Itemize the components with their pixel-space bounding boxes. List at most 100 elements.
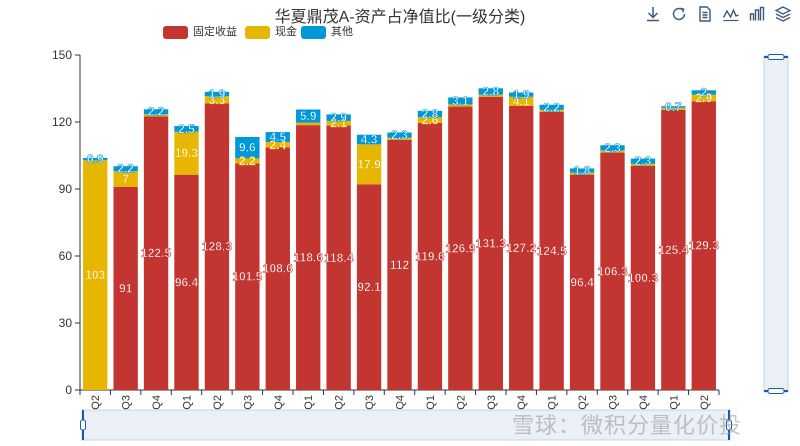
bar-fixed-income — [448, 106, 473, 390]
zoom-top-grip[interactable] — [767, 54, 785, 60]
bar-fixed-income — [600, 152, 625, 390]
bar-cash — [83, 159, 108, 390]
bar-cash — [600, 150, 625, 153]
data-label-other: 2.8 — [422, 107, 439, 121]
data-label-fixed-income: 92.1 — [357, 280, 381, 294]
bar-cash — [235, 158, 260, 164]
data-label-other: 9.6 — [239, 141, 256, 155]
data-label-other: 2.3 — [635, 154, 652, 168]
data-label-fixed-income: 119.6 — [415, 249, 445, 263]
bar-fixed-income — [326, 125, 351, 390]
bar-cash — [539, 109, 564, 112]
data-label-other: 4.3 — [361, 133, 378, 147]
legend-swatch-other — [301, 26, 326, 39]
data-label-other: 1.9 — [209, 87, 226, 101]
data-label-other: 3.1 — [452, 94, 469, 108]
bar-fixed-income — [356, 184, 382, 390]
data-label-fixed-income: 100.3 — [628, 271, 658, 285]
line-chart-icon[interactable] — [722, 5, 740, 23]
data-label-other: 1.8 — [574, 163, 591, 177]
data-label-other: 1.9 — [513, 88, 530, 102]
bar-other — [326, 114, 351, 121]
data-label-cash: 2.2 — [239, 154, 256, 168]
bar-other — [356, 134, 382, 145]
zoom-left-grip[interactable] — [80, 419, 86, 431]
zoom-track — [763, 55, 789, 393]
bar-cash — [296, 122, 321, 126]
bar-other — [143, 109, 169, 115]
bar-cash — [143, 114, 169, 117]
data-label-other: 2.2 — [117, 162, 134, 176]
y-tick-label: 60 — [59, 249, 73, 263]
data-label-other: 4.5 — [269, 130, 286, 144]
bar-other — [630, 158, 656, 164]
y-tick-label: 120 — [52, 115, 72, 129]
bar-fixed-income — [387, 139, 412, 390]
data-label-fixed-income: 96.4 — [570, 275, 594, 289]
bar-other — [417, 110, 443, 118]
legend-label-fixed-income: 固定收益 — [193, 26, 237, 38]
data-label-fixed-income: 118.6 — [294, 251, 324, 265]
bar-other — [691, 90, 716, 95]
bar-cash — [569, 172, 595, 175]
data-label-other: 0.7 — [665, 100, 682, 114]
watermark: 雪球：微积分量化价投 — [512, 413, 743, 438]
bar-cash — [204, 96, 230, 104]
data-label-cash: 3.3 — [209, 93, 226, 107]
data-label-other: 2 — [700, 86, 707, 100]
data-label-other: 0.9 — [87, 152, 104, 166]
y-tick-label: 150 — [52, 48, 72, 62]
zoom-bottom-grip[interactable] — [767, 388, 785, 394]
data-label-cash: 2.1 — [330, 116, 347, 130]
legend-swatch-fixed-income — [163, 26, 188, 39]
vertical-data-zoom[interactable] — [754, 50, 790, 398]
zoom-right-grip[interactable] — [726, 419, 732, 431]
data-label-fixed-income: 101.5 — [232, 270, 262, 284]
bar-fixed-income — [691, 101, 716, 390]
data-label-other: 2.8 — [482, 84, 499, 98]
horizontal-data-zoom[interactable] — [80, 407, 732, 443]
data-label-fixed-income: 128.3 — [202, 240, 232, 254]
legend-item-other[interactable]: 其他 — [301, 25, 363, 39]
bar-cash — [691, 94, 716, 102]
data-label-other: 5.9 — [300, 109, 317, 123]
data-label-fixed-income: 124.5 — [537, 244, 567, 258]
bar-cash — [113, 171, 138, 187]
download-icon[interactable] — [644, 5, 662, 23]
bar-other — [83, 157, 108, 160]
bar-other — [448, 97, 473, 105]
bar-other — [539, 104, 564, 110]
stack-icon[interactable] — [774, 5, 792, 23]
data-label-fixed-income: 106.3 — [597, 264, 627, 278]
bar-fixed-income — [569, 174, 595, 390]
data-label-fixed-income: 131.3 — [476, 236, 506, 250]
legend-label-cash: 现金 — [275, 26, 297, 38]
data-label-fixed-income: 129.3 — [689, 239, 719, 253]
bar-fixed-income — [265, 147, 290, 390]
bar-fixed-income — [509, 105, 534, 391]
bar-other — [174, 126, 199, 132]
bar-cash — [448, 104, 473, 107]
bar-fixed-income — [630, 165, 656, 390]
bar-other — [569, 168, 595, 173]
data-label-fixed-income: 122.5 — [141, 246, 171, 260]
bar-fixed-income — [113, 186, 138, 390]
data-label-fixed-income: 118.4 — [324, 251, 354, 265]
data-view-icon[interactable] — [696, 5, 714, 23]
bar-cash — [265, 142, 290, 148]
data-label-fixed-income: 126.9 — [445, 241, 475, 255]
data-label-cash: 19.3 — [175, 146, 199, 160]
bar-chart-icon[interactable] — [748, 5, 766, 23]
bar-cash — [417, 117, 443, 123]
data-label-other: 2.3 — [391, 128, 408, 142]
bar-fixed-income — [174, 174, 199, 390]
bar-other — [265, 132, 290, 143]
legend-item-cash[interactable]: 现金 — [245, 25, 307, 39]
data-label-other: 2.2 — [148, 105, 165, 119]
data-label-cash: 2.9 — [695, 91, 712, 105]
data-label-fixed-income: 125.4 — [658, 243, 688, 257]
refresh-icon[interactable] — [670, 5, 688, 23]
y-tick-label: 0 — [65, 383, 72, 397]
legend-item-fixed-income[interactable]: 固定收益 — [163, 25, 243, 39]
